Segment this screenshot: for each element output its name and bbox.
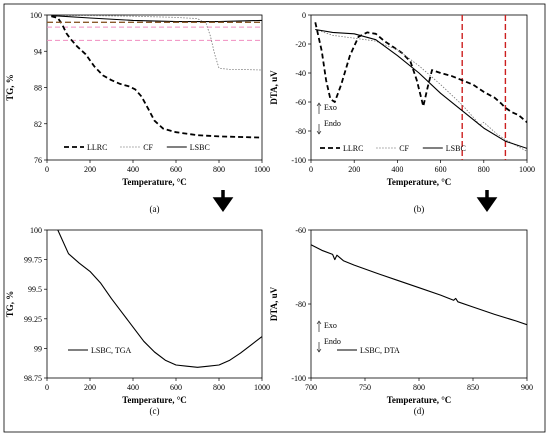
x-tick-label: 800 xyxy=(478,165,490,174)
y-tick-label: 0 xyxy=(302,11,306,20)
arrow-down-small-icon xyxy=(316,348,322,353)
x-tick-label: 700 xyxy=(305,383,317,392)
arrow-down-icon xyxy=(212,190,234,213)
x-tick-label: 1000 xyxy=(519,165,535,174)
y-tick-label: -20 xyxy=(295,40,306,49)
legend-label: LLRC xyxy=(343,144,363,153)
x-axis-label: Temperature, °C xyxy=(122,395,187,405)
x-tick-label: 0 xyxy=(309,165,313,174)
plot-frame xyxy=(310,14,528,161)
y-tick-label: 100 xyxy=(30,11,42,20)
y-tick-label: 88 xyxy=(34,84,42,93)
y-tick-label: -100 xyxy=(291,156,306,165)
x-tick-label: 600 xyxy=(170,165,182,174)
arrow-up-icon xyxy=(316,320,322,325)
arrow-down-small-icon xyxy=(316,130,322,135)
series-line-lsbc-tga xyxy=(57,230,262,368)
x-tick-label: 800 xyxy=(213,165,225,174)
y-tick-label: -40 xyxy=(295,69,306,78)
y-tick-label: 99 xyxy=(34,344,42,353)
y-axis-label: DTA, uV xyxy=(269,286,279,321)
legend-label: CF xyxy=(399,144,409,153)
y-tick-label: 99.5 xyxy=(28,285,42,294)
series-line-llrc xyxy=(314,22,527,123)
y-tick-label: 99.75 xyxy=(24,256,42,265)
series-line-lsbc-dta xyxy=(311,244,527,326)
x-tick-label: 200 xyxy=(348,165,360,174)
series-line-cf xyxy=(51,15,262,71)
endo-label: Endo xyxy=(324,119,341,128)
arrow-up-icon xyxy=(316,102,322,107)
x-tick-label: 400 xyxy=(127,383,139,392)
x-tick-label: 200 xyxy=(84,165,96,174)
y-tick-label: 100 xyxy=(30,226,42,235)
x-tick-label: 850 xyxy=(467,383,479,392)
series-line-lsbc xyxy=(51,15,262,23)
y-axis-label: DTA, uV xyxy=(269,70,279,105)
x-tick-label: 800 xyxy=(413,383,425,392)
legend-label: CF xyxy=(143,143,153,152)
panel-caption: (b) xyxy=(414,204,425,214)
x-tick-label: 1000 xyxy=(254,383,270,392)
exo-label: Exo xyxy=(324,321,337,330)
series-line-llrc xyxy=(51,15,262,139)
y-tick-label: -60 xyxy=(295,226,306,235)
y-tick-label: 82 xyxy=(34,120,42,129)
x-tick-label: 800 xyxy=(213,383,225,392)
x-tick-label: 400 xyxy=(127,165,139,174)
legend-label: LLRC xyxy=(87,143,107,152)
figure-border xyxy=(3,3,546,433)
y-tick-label: 94 xyxy=(34,47,42,56)
panel-caption: (c) xyxy=(150,406,160,416)
chart-panel-c: 0 200 400 600 800 1000 98.75 99 99.25 99.5 99.75 10… xyxy=(5,226,270,416)
y-tick-label: -80 xyxy=(295,300,306,309)
endo-label: Endo xyxy=(324,337,341,346)
x-axis-label: Temperature, °C xyxy=(387,177,452,187)
panel-caption: (a) xyxy=(150,204,160,214)
x-tick-label: 600 xyxy=(435,165,447,174)
x-tick-label: 0 xyxy=(45,165,49,174)
y-tick-label: -100 xyxy=(291,374,306,383)
series-line-lsbc xyxy=(315,28,527,149)
series-line-cf xyxy=(315,29,527,152)
x-tick-label: 750 xyxy=(359,383,371,392)
x-tick-label: 200 xyxy=(84,383,96,392)
x-tick-label: 1000 xyxy=(254,165,270,174)
chart-panel-a: 0 200 400 600 800 1000 76 82 88 94 100 Temperature,… xyxy=(5,11,270,214)
arrow-down-icon xyxy=(476,190,498,213)
y-tick-label: 99.25 xyxy=(24,315,42,324)
chart-panel-d: 700 750 800 850 900 -100 -80 -60 Temperature, °C… xyxy=(269,226,533,416)
y-tick-label: 76 xyxy=(34,156,42,165)
x-axis-label: Temperature, °C xyxy=(122,177,187,187)
x-tick-label: 400 xyxy=(391,165,403,174)
exo-label: Exo xyxy=(324,103,337,112)
legend-label: LSBC xyxy=(190,143,210,152)
y-tick-label: -80 xyxy=(295,127,306,136)
legend-label: LSBC xyxy=(446,144,466,153)
panel-caption: (d) xyxy=(414,406,425,416)
y-axis-label: TG, % xyxy=(5,74,15,101)
y-axis-label: TG, % xyxy=(5,291,15,318)
plot-frame xyxy=(46,229,263,379)
x-tick-label: 0 xyxy=(45,383,49,392)
x-tick-label: 900 xyxy=(521,383,533,392)
x-tick-label: 600 xyxy=(170,383,182,392)
y-tick-label: -60 xyxy=(295,98,306,107)
chart-panel-b: 0 200 400 600 800 1000 -100 -80 -60 -40 -20 0 Temper… xyxy=(269,11,535,214)
legend-label: LSBC, TGA xyxy=(91,346,132,355)
y-tick-label: 98.75 xyxy=(24,374,42,383)
x-axis-label: Temperature, °C xyxy=(387,395,452,405)
legend-label: LSBC, DTA xyxy=(360,346,400,355)
